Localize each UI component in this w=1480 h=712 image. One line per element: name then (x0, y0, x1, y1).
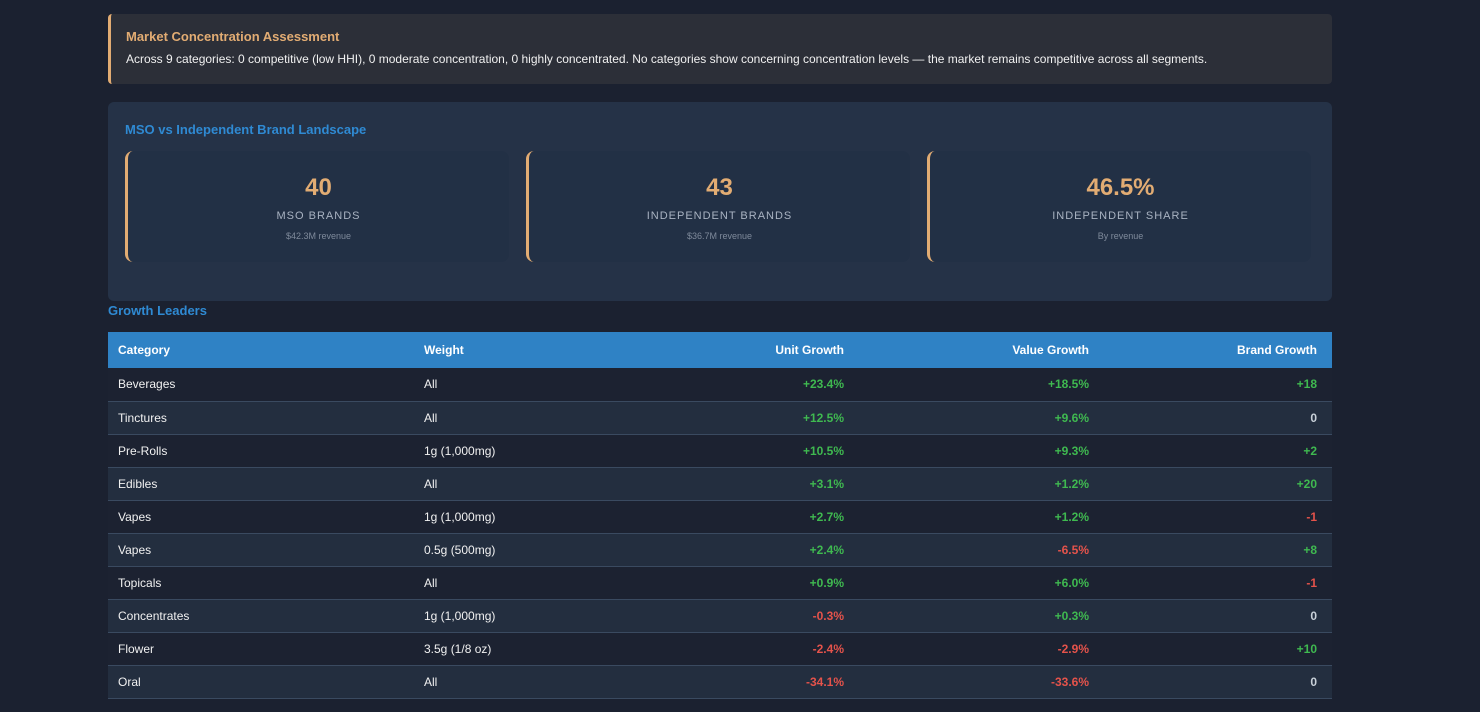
value-growth-cell: +9.3% (1054, 443, 1089, 458)
brand-growth-cell: 0 (1310, 674, 1317, 689)
unit-growth-cell: +2.4% (809, 542, 844, 557)
category-cell: Topicals (118, 575, 162, 590)
brand-growth-cell: +10 (1296, 641, 1317, 656)
unit-growth-cell: +3.1% (809, 476, 844, 491)
stat-label: INDEPENDENT SHARE (1052, 210, 1189, 222)
value-growth-cell: +1.2% (1054, 476, 1089, 491)
column-header-weight[interactable]: Weight (424, 343, 464, 357)
alert-text: Across 9 categories: 0 competitive (low … (126, 52, 1208, 66)
category-cell: Vapes (118, 509, 152, 524)
table-row: Concentrates 1g (1,000mg) -0.3% +0.3% 0 (108, 599, 1332, 632)
unit-growth-cell: +23.4% (802, 377, 844, 392)
brand-growth-cell: -1 (1306, 509, 1317, 524)
table-row: Tinctures All +12.5% +9.6% 0 (108, 401, 1332, 434)
value-growth-cell: +18.5% (1047, 377, 1089, 392)
unit-growth-cell: -0.3% (812, 608, 844, 623)
table-row: Flower 3.5g (1/8 oz) -2.4% -2.9% +10 (108, 632, 1332, 665)
stat-value: 46.5% (1086, 174, 1155, 201)
stat-card-independent-share: 46.5% INDEPENDENT SHARE By revenue (927, 151, 1311, 262)
column-header-unit-growth[interactable]: Unit Growth (775, 343, 844, 357)
growth-leaders-title: Growth Leaders (108, 303, 207, 318)
column-header-brand-growth[interactable]: Brand Growth (1237, 343, 1317, 357)
unit-growth-cell: -34.1% (805, 674, 844, 689)
value-growth-cell: -33.6% (1050, 674, 1089, 689)
stat-card-independent: 43 INDEPENDENT BRANDS $36.7M revenue (526, 151, 910, 262)
table-row: Topicals All +0.9% +6.0% -1 (108, 566, 1332, 599)
category-cell: Pre-Rolls (118, 443, 168, 458)
table-body: Beverages All +23.4% +18.5% +18 Tinctures All +… (108, 368, 1332, 698)
unit-growth-cell: -2.4% (812, 641, 844, 656)
column-header-category[interactable]: Category (118, 343, 171, 357)
table-row: Beverages All +23.4% +18.5% +18 (108, 368, 1332, 401)
brand-growth-cell: +2 (1303, 443, 1317, 458)
brand-growth-cell: -1 (1306, 575, 1317, 590)
category-cell: Concentrates (118, 608, 190, 623)
header-row: Category Weight Unit Growth Value Growth… (108, 332, 1332, 368)
brand-growth-cell: +8 (1303, 542, 1317, 557)
brand-growth-cell: 0 (1310, 608, 1317, 623)
weight-cell: 1g (1,000mg) (424, 443, 496, 458)
value-growth-cell: +9.6% (1054, 410, 1089, 425)
category-cell: Flower (118, 641, 155, 656)
unit-growth-cell: +10.5% (802, 443, 844, 458)
weight-cell: All (424, 575, 438, 590)
table-row: Edibles All +3.1% +1.2% +20 (108, 467, 1332, 500)
category-cell: Edibles (118, 476, 158, 491)
category-cell: Vapes (118, 542, 152, 557)
weight-cell: All (424, 476, 438, 491)
brand-growth-cell: +18 (1296, 377, 1317, 392)
stat-card-mso: 40 MSO BRANDS $42.3M revenue (125, 151, 509, 262)
unit-growth-cell: +0.9% (809, 575, 844, 590)
brand-growth-cell: 0 (1310, 410, 1317, 425)
dashboard: Market Concentration Assessment Across 9… (108, 14, 1332, 699)
weight-cell: All (424, 410, 438, 425)
value-growth-cell: -6.5% (1057, 542, 1089, 557)
stat-value: 43 (706, 174, 733, 201)
alert-title: Market Concentration Assessment (126, 29, 340, 44)
weight-cell: 1g (1,000mg) (424, 509, 496, 524)
unit-growth-cell: +12.5% (802, 410, 844, 425)
weight-cell: All (424, 377, 438, 392)
stat-cards: 40 MSO BRANDS $42.3M revenue 43 INDEPEND… (125, 151, 1315, 262)
value-growth-cell: +6.0% (1054, 575, 1089, 590)
table-row: Oral All -34.1% -33.6% 0 (108, 665, 1332, 698)
unit-growth-cell: +2.7% (809, 509, 844, 524)
value-growth-cell: +1.2% (1054, 509, 1089, 524)
table-row: Vapes 1g (1,000mg) +2.7% +1.2% -1 (108, 500, 1332, 533)
stat-label: INDEPENDENT BRANDS (646, 210, 793, 222)
column-header-value-growth[interactable]: Value Growth (1012, 343, 1089, 357)
brand-landscape-panel: MSO vs Independent Brand Landscape 40 MS… (108, 102, 1332, 301)
brand-growth-cell: +20 (1296, 476, 1317, 491)
weight-cell: 3.5g (1/8 oz) (424, 641, 492, 656)
value-growth-cell: -2.9% (1057, 641, 1089, 656)
category-cell: Tinctures (118, 410, 167, 425)
stat-label: MSO BRANDS (276, 210, 361, 222)
weight-cell: 1g (1,000mg) (424, 608, 496, 623)
landscape-title: MSO vs Independent Brand Landscape (125, 122, 367, 137)
category-cell: Beverages (118, 377, 176, 392)
concentration-alert: Market Concentration Assessment Across 9… (108, 14, 1332, 84)
table-row: Pre-Rolls 1g (1,000mg) +10.5% +9.3% +2 (108, 434, 1332, 467)
stat-sub: By revenue (1097, 231, 1144, 241)
category-cell: Oral (118, 674, 141, 689)
stat-value: 40 (305, 174, 332, 201)
growth-leaders-table: Category Weight Unit Growth Value Growth… (108, 332, 1332, 699)
stat-sub: $42.3M revenue (285, 231, 352, 241)
weight-cell: All (424, 674, 438, 689)
value-growth-cell: +0.3% (1054, 608, 1089, 623)
table-row: Vapes 0.5g (500mg) +2.4% -6.5% +8 (108, 533, 1332, 566)
stat-sub: $36.7M revenue (686, 231, 753, 241)
weight-cell: 0.5g (500mg) (424, 542, 496, 557)
table-header: Category Weight Unit Growth Value Growth… (108, 332, 1332, 368)
